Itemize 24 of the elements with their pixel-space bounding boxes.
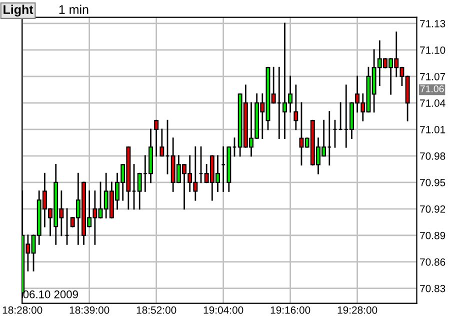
x-tick-label: 19:04:00: [204, 306, 244, 314]
x-tick-label: 19:28:00: [338, 306, 378, 314]
y-tick-label: 71.01: [420, 126, 446, 134]
x-tick-label: 18:52:00: [136, 306, 176, 314]
y-tick-label: 70.92: [420, 205, 446, 213]
chart-title: Light: [4, 4, 34, 17]
x-tick-label: 18:28:00: [2, 306, 42, 314]
annotation: 06.10 2009: [23, 290, 78, 298]
y-tick-label: 70.95: [420, 178, 446, 186]
x-tick-label: 19:16:00: [270, 306, 310, 314]
candlestick: [160, 128, 164, 157]
y-tick-label: 71.13: [420, 20, 446, 28]
y-tick-label: 71.07: [420, 72, 446, 80]
chart-subtitle: 1 min: [59, 4, 88, 14]
y-tick-label: 71.04: [420, 99, 446, 107]
text: 71.06: [420, 85, 444, 92]
x-tick-label: 18:39:00: [70, 306, 110, 314]
candlestick: [154, 120, 159, 157]
y-tick-label: 71.10: [420, 46, 446, 54]
y-tick-label: 70.89: [420, 232, 446, 240]
y-tick-label: 70.98: [420, 152, 446, 160]
y-tick-label: 70.86: [420, 258, 446, 266]
y-tick-label: 70.83: [420, 284, 446, 292]
candlestick: [294, 84, 298, 130]
